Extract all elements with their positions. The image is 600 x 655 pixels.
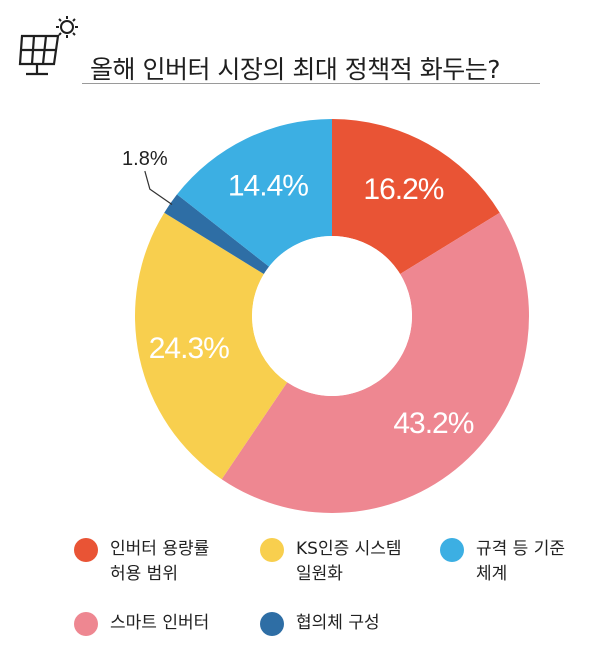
slice-ks-certification [135, 212, 288, 480]
slice-value-label: 16.2% [363, 173, 443, 206]
donut-hole [252, 236, 412, 396]
chart-title: 올해 인버터 시장의 최대 정책적 화두는? [90, 55, 501, 84]
slice-value-label: 14.4% [228, 169, 308, 202]
slice-value-label: 1.8% [122, 148, 168, 170]
legend-label: 스마트 인버터 [110, 613, 210, 633]
legend-item-capacity-ratio: 인버터 용량률 허용 범위 [74, 537, 209, 587]
leader-line [144, 170, 173, 206]
legend-swatch [260, 612, 284, 636]
donut-chart: 16.2% 43.2% 24.3% 1.8% 14.4% [122, 118, 529, 513]
legend-item-ks-certification: KS인증 시스템 일원화 [260, 537, 402, 587]
chart-legend: 인버터 용량률 허용 범위 KS인증 시스템 일원화 규격 등 기준 체계 스마… [74, 537, 594, 647]
legend-label: 협의체 구성 [296, 613, 380, 633]
legend-item-council: 협의체 구성 [260, 611, 380, 636]
legend-swatch [260, 538, 284, 562]
slice-value-label: 24.3% [149, 332, 229, 365]
legend-item-smart-inverter: 스마트 인버터 [74, 611, 209, 636]
legend-label: 인버터 용량률 허용 범위 [110, 539, 210, 584]
slice-capacity-ratio [332, 119, 500, 275]
legend-swatch [74, 538, 98, 562]
legend-item-standards: 규격 등 기준 체계 [440, 537, 565, 587]
slice-council [164, 194, 270, 275]
donut-slices [135, 118, 529, 513]
legend-label: 규격 등 기준 체계 [476, 539, 566, 584]
legend-swatch [440, 538, 464, 562]
slice-value-label: 43.2% [393, 407, 473, 440]
solar-panel-icon [18, 16, 78, 76]
slice-smart-inverter [221, 212, 529, 513]
slice-standards [176, 118, 332, 267]
title-underline [82, 83, 540, 84]
chart-header: 올해 인버터 시장의 최대 정책적 화두는? [18, 14, 578, 86]
legend-swatch [74, 612, 98, 636]
slice-labels: 16.2% 43.2% 24.3% 1.8% 14.4% [122, 148, 475, 440]
legend-label: KS인증 시스템 일원화 [296, 539, 402, 584]
